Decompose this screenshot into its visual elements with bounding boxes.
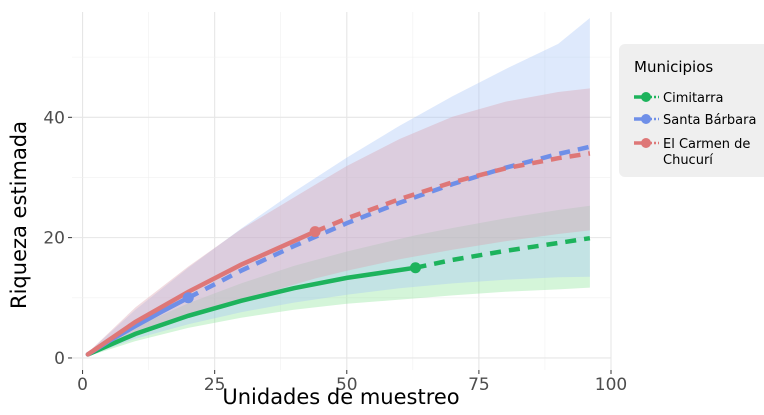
- y-tick-label: 40: [43, 108, 65, 128]
- x-tick-label: 75: [468, 375, 490, 395]
- interpolated-line: [85, 229, 318, 357]
- legend-label: Santa Bárbara: [663, 113, 756, 128]
- x-tick-label: 50: [336, 375, 358, 395]
- x-axis-title: Unidades de muestreo: [222, 385, 459, 409]
- legend-key-point: [641, 92, 651, 102]
- interpolated-line: [85, 265, 418, 357]
- x-tick-label: 0: [77, 375, 88, 395]
- series-lines: [85, 144, 591, 357]
- extrapolated-line: [415, 235, 591, 270]
- legend-key-point: [641, 138, 651, 148]
- legend: Municipios Cimitarra Santa Bárbara El Carm…: [619, 44, 764, 177]
- x-tick-label: 25: [204, 375, 226, 395]
- observed-points: [182, 226, 421, 304]
- axis-ticks: 0 25 50 75 100 0 20 40: [43, 108, 627, 395]
- y-tick-label: 0: [54, 349, 65, 369]
- extrapolated-line: [314, 151, 591, 234]
- x-tick-label: 100: [595, 375, 627, 395]
- observed-point: [182, 292, 194, 304]
- legend-key-point: [641, 114, 651, 124]
- extrapolated-line: [187, 144, 591, 300]
- observed-point: [409, 262, 421, 274]
- y-axis-title: Riqueza estimada: [7, 121, 31, 309]
- confidence-band: [87, 18, 590, 357]
- grid: [72, 12, 612, 370]
- legend-label: Cimitarra: [663, 91, 723, 106]
- observed-point: [309, 226, 321, 238]
- legend-label-continued: Chucurí: [663, 153, 713, 168]
- y-tick-label: 20: [43, 229, 65, 249]
- legend-items: Cimitarra Santa Bárbara El Carmen deChucur…: [634, 91, 756, 168]
- legend-title: Municipios: [634, 58, 713, 76]
- legend-label: El Carmen de: [663, 137, 750, 152]
